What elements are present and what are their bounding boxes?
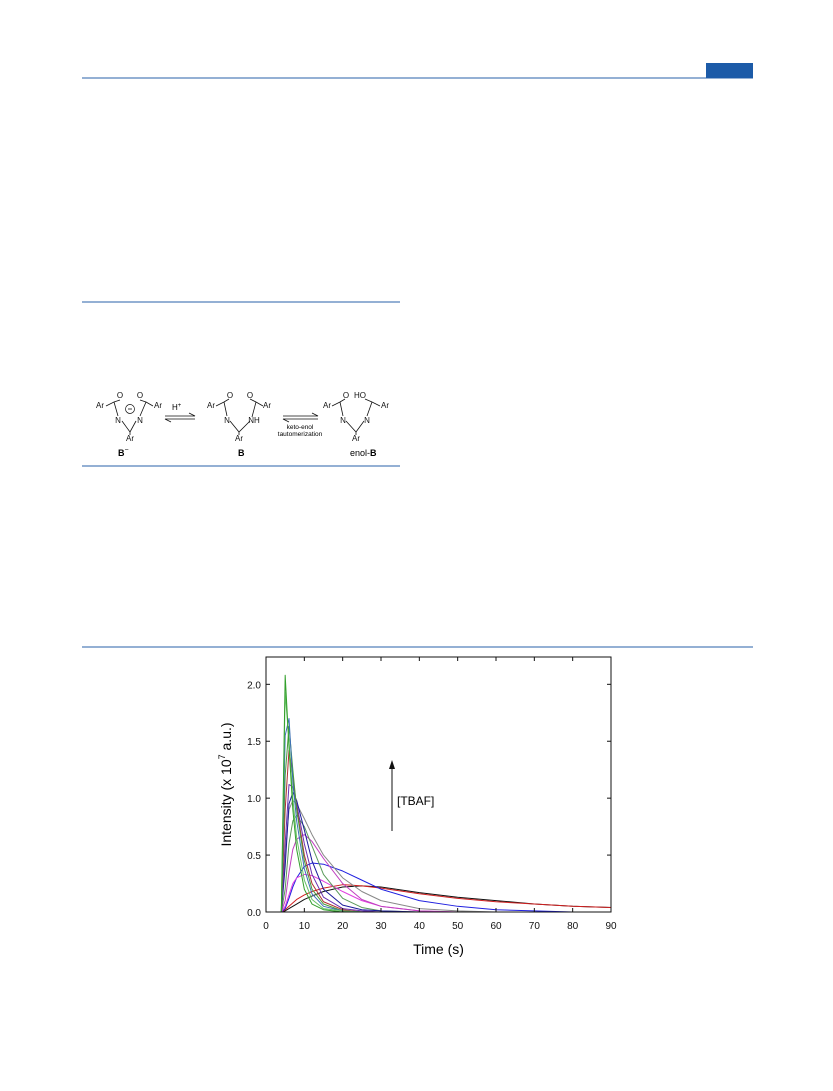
atom-label: Ar [263, 401, 271, 410]
atom-label: HO [354, 391, 366, 400]
x-tick-label: 50 [452, 921, 464, 932]
arrow-label: H+ [172, 403, 182, 412]
y-tick-label: 0.0 [247, 908, 261, 919]
y-tick-label: 1.5 [247, 737, 261, 748]
x-tick-label: 40 [414, 921, 426, 932]
atom-label: Ar [207, 401, 215, 410]
atom-label: N [115, 416, 121, 425]
annotation: [TBAF] [397, 794, 434, 808]
charge-circle [125, 404, 135, 414]
label-bold: B [118, 448, 125, 458]
equilibrium-arrow [164, 412, 196, 423]
bonds [215, 398, 264, 435]
bonds [331, 398, 381, 435]
x-tick-label: 30 [375, 921, 387, 932]
bonds [105, 399, 154, 435]
y-tick-label: 0.5 [247, 851, 261, 862]
atom-label: Ar [154, 401, 162, 410]
data-line [281, 885, 612, 913]
arrow-text: H [172, 403, 178, 412]
x-axis-label: Time (s) [413, 941, 464, 957]
y-label-part: a.u.) [218, 722, 234, 754]
x-tick-label: 90 [605, 921, 617, 932]
atom-label: O [247, 391, 253, 400]
data-line [280, 862, 611, 913]
y-label-sup: 7 [217, 754, 227, 759]
x-tick-label: 10 [299, 921, 311, 932]
chart: 0 10 20 30 40 50 60 70 80 90 0.0 0.5 1.0 1.5 2.0 Time (… [217, 656, 617, 957]
arrow-label: keto-enol [287, 424, 314, 431]
compound-label: B [238, 448, 245, 458]
y-axis-label: Intensity (x 107 a.u.) [217, 722, 234, 846]
x-tick-label: 70 [529, 921, 541, 932]
x-tick-label: 60 [490, 921, 502, 932]
x-tick-label: 20 [337, 921, 349, 932]
atom-label: Ar [352, 434, 360, 443]
data-line [280, 674, 611, 913]
atom-label: N [224, 416, 230, 425]
annotation-arrowhead [389, 760, 395, 769]
atom-label: Ar [235, 434, 243, 443]
data-line [280, 691, 611, 913]
y-tick-label: 1.0 [247, 794, 261, 805]
compound-label: enol-B [350, 448, 377, 458]
header-tab [706, 63, 753, 78]
plot-frame [265, 656, 612, 913]
atom-label: Ar [381, 401, 389, 410]
y-label-part: Intensity (x 10 [218, 759, 234, 846]
label-bold: B [370, 448, 377, 458]
data-line [280, 749, 611, 913]
atom-label: Ar [323, 401, 331, 410]
atom-label: N [364, 416, 370, 425]
atom-label: Ar [126, 434, 134, 443]
label-bold: B [238, 448, 245, 458]
label-sup: − [125, 447, 129, 454]
y-tick-label: 2.0 [247, 680, 261, 691]
x-tick-label: 80 [567, 921, 579, 932]
equilibrium-arrow [282, 412, 319, 423]
atom-label: N [137, 416, 143, 425]
label-prefix: enol- [350, 448, 370, 458]
atom-label: N [340, 416, 346, 425]
atom-label: O [117, 391, 123, 400]
atom-label: O [227, 391, 233, 400]
x-tick-label: 0 [263, 921, 269, 932]
arrow-sup: + [178, 403, 182, 409]
arrow-label: tautomerization [278, 431, 323, 438]
atom-label: O [343, 391, 349, 400]
atom-label: O [137, 391, 143, 400]
data-line [280, 784, 611, 913]
atom-label: Ar [96, 401, 104, 410]
data-line [281, 884, 612, 913]
data-line [280, 791, 611, 913]
atom-label: NH [248, 416, 260, 425]
data-line [280, 834, 611, 913]
compound-label: B− [118, 447, 129, 458]
